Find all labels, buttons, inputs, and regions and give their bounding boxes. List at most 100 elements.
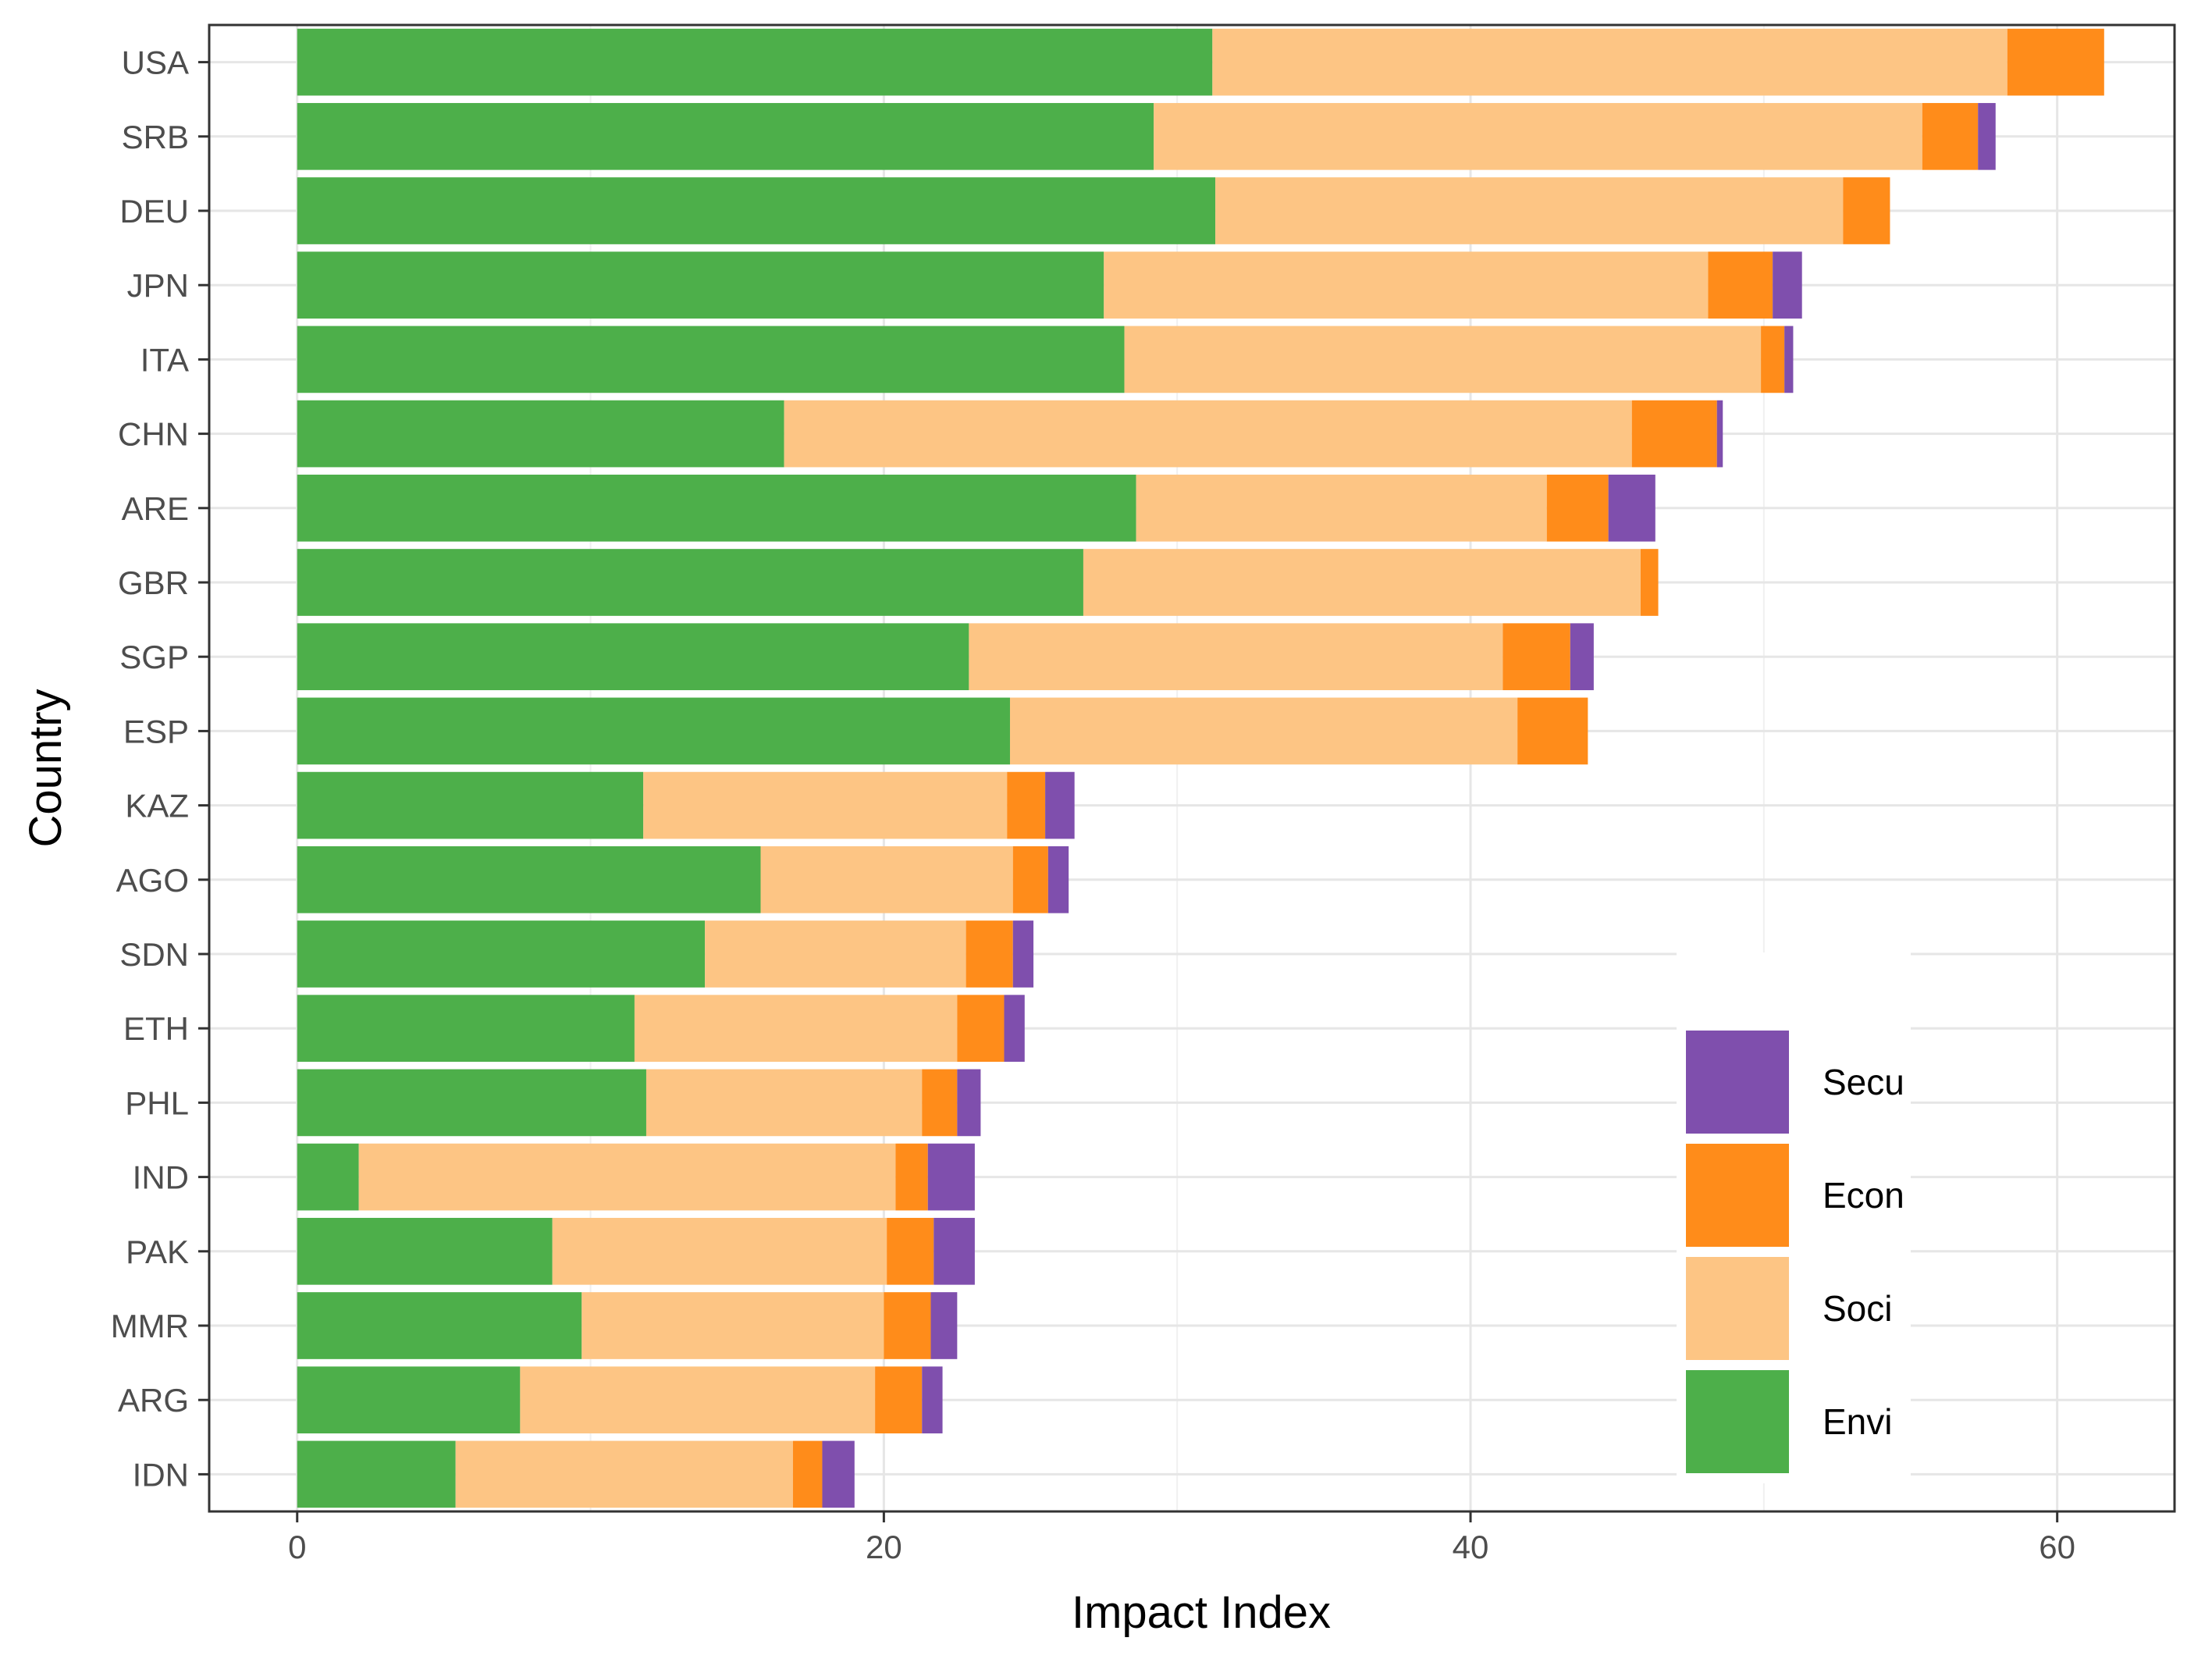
bar-esp-econ bbox=[1517, 697, 1588, 765]
bars bbox=[297, 28, 2104, 1508]
bar-phl-secu bbox=[957, 1069, 981, 1137]
bar-gbr-envi bbox=[297, 549, 1083, 616]
bar-chn-soci bbox=[784, 400, 1632, 468]
bar-srb-secu bbox=[1978, 102, 1996, 170]
bar-usa-envi bbox=[297, 28, 1213, 96]
bar-idn-envi bbox=[297, 1440, 456, 1508]
bar-ita-econ bbox=[1761, 326, 1785, 393]
bar-eth-soci bbox=[634, 995, 958, 1063]
bar-arg-econ bbox=[875, 1366, 923, 1434]
y-tick-label: IDN bbox=[133, 1456, 189, 1493]
bar-ago-econ bbox=[1012, 846, 1048, 913]
bar-sdn-secu bbox=[1012, 920, 1034, 988]
legend-key-econ bbox=[1686, 1144, 1789, 1247]
bar-phl-econ bbox=[922, 1069, 958, 1137]
y-tick-label: PAK bbox=[126, 1234, 189, 1270]
legend-key-soci bbox=[1686, 1257, 1789, 1360]
bar-jpn-envi bbox=[297, 251, 1104, 319]
bar-sgp-envi bbox=[297, 623, 969, 691]
bar-ind-secu bbox=[927, 1143, 975, 1211]
bar-mmr-envi bbox=[297, 1292, 582, 1359]
bar-chn-envi bbox=[297, 400, 784, 468]
bar-jpn-econ bbox=[1708, 251, 1773, 319]
bar-sgp-soci bbox=[969, 623, 1503, 691]
bar-ago-envi bbox=[297, 846, 761, 913]
legend-label-soci: Soci bbox=[1823, 1288, 1892, 1329]
y-axis-title: Country bbox=[20, 689, 71, 847]
y-tick-label: KAZ bbox=[125, 788, 189, 824]
panel-border bbox=[208, 23, 2176, 1513]
bar-usa-econ bbox=[2007, 28, 2104, 96]
bar-ago-soci bbox=[760, 846, 1013, 913]
bar-pak-econ bbox=[887, 1217, 934, 1285]
bar-are-econ bbox=[1546, 474, 1609, 542]
y-tick-label: ESP bbox=[123, 713, 189, 749]
bar-phl-envi bbox=[297, 1069, 646, 1137]
bar-are-envi bbox=[297, 474, 1136, 542]
bar-ago-secu bbox=[1047, 846, 1069, 913]
bar-arg-envi bbox=[297, 1366, 521, 1434]
bar-eth-econ bbox=[957, 995, 1005, 1063]
x-tick-label: 60 bbox=[2039, 1529, 2075, 1565]
bar-gbr-econ bbox=[1641, 549, 1659, 616]
bar-sgp-econ bbox=[1503, 623, 1570, 691]
bar-are-soci bbox=[1136, 474, 1547, 542]
bar-ita-secu bbox=[1784, 326, 1794, 393]
x-tick-label: 40 bbox=[1453, 1529, 1489, 1565]
bar-mmr-soci bbox=[581, 1292, 884, 1359]
bar-ind-soci bbox=[358, 1143, 896, 1211]
legend-label-econ: Econ bbox=[1823, 1175, 1904, 1216]
y-tick-label: ARE bbox=[122, 490, 189, 527]
bar-ind-envi bbox=[297, 1143, 359, 1211]
bar-ita-soci bbox=[1124, 326, 1762, 393]
bar-sdn-soci bbox=[705, 920, 966, 988]
bar-pak-envi bbox=[297, 1217, 553, 1285]
legend-label-secu: Secu bbox=[1823, 1062, 1904, 1102]
y-tick-label: PHL bbox=[125, 1084, 189, 1121]
bar-pak-secu bbox=[934, 1217, 975, 1285]
bar-deu-econ bbox=[1843, 177, 1890, 244]
bar-kaz-econ bbox=[1007, 771, 1046, 839]
x-tick-label: 20 bbox=[866, 1529, 902, 1565]
bar-ind-econ bbox=[895, 1143, 928, 1211]
bar-are-secu bbox=[1608, 474, 1655, 542]
bar-esp-envi bbox=[297, 697, 1010, 765]
bar-idn-secu bbox=[822, 1440, 855, 1508]
bar-deu-envi bbox=[297, 177, 1216, 244]
bar-sdn-envi bbox=[297, 920, 706, 988]
x-tick-label: 0 bbox=[288, 1529, 306, 1565]
y-tick-label: SDN bbox=[119, 936, 189, 973]
bar-arg-secu bbox=[922, 1366, 943, 1434]
bar-gbr-soci bbox=[1083, 549, 1641, 616]
y-tick-label: SRB bbox=[122, 119, 189, 155]
y-tick-label: USA bbox=[122, 45, 189, 81]
x-axis: 0 20 40 60 bbox=[288, 1511, 2075, 1565]
bar-srb-econ bbox=[1922, 102, 1979, 170]
bar-chn-secu bbox=[1716, 400, 1723, 468]
y-tick-label: ETH bbox=[123, 1010, 189, 1047]
bar-jpn-secu bbox=[1773, 251, 1802, 319]
bar-mmr-econ bbox=[884, 1292, 931, 1359]
legend-key-envi bbox=[1686, 1370, 1789, 1473]
bar-jpn-soci bbox=[1104, 251, 1709, 319]
bar-arg-soci bbox=[520, 1366, 876, 1434]
y-tick-label: ARG bbox=[118, 1382, 189, 1419]
y-tick-label: SGP bbox=[119, 639, 189, 675]
y-tick-label: ITA bbox=[140, 341, 189, 378]
y-tick-label: AGO bbox=[116, 862, 189, 899]
y-tick-label: MMR bbox=[111, 1308, 189, 1344]
y-axis: USA SRB DEU JPN ITA CHN ARE GBR SGP ESP KAZ AGO SDN E… bbox=[111, 45, 209, 1493]
y-tick-label: IND bbox=[133, 1159, 189, 1196]
legend-key-secu bbox=[1686, 1031, 1789, 1134]
bar-kaz-soci bbox=[643, 771, 1008, 839]
bar-phl-soci bbox=[645, 1069, 923, 1137]
bar-deu-soci bbox=[1215, 177, 1844, 244]
bar-kaz-secu bbox=[1045, 771, 1075, 839]
y-tick-label: DEU bbox=[119, 193, 189, 230]
bar-idn-econ bbox=[792, 1440, 823, 1508]
bar-eth-envi bbox=[297, 995, 635, 1063]
bar-sgp-secu bbox=[1570, 623, 1594, 691]
bar-pak-soci bbox=[552, 1217, 887, 1285]
bar-esp-soci bbox=[1009, 697, 1518, 765]
bar-srb-soci bbox=[1154, 102, 1922, 170]
